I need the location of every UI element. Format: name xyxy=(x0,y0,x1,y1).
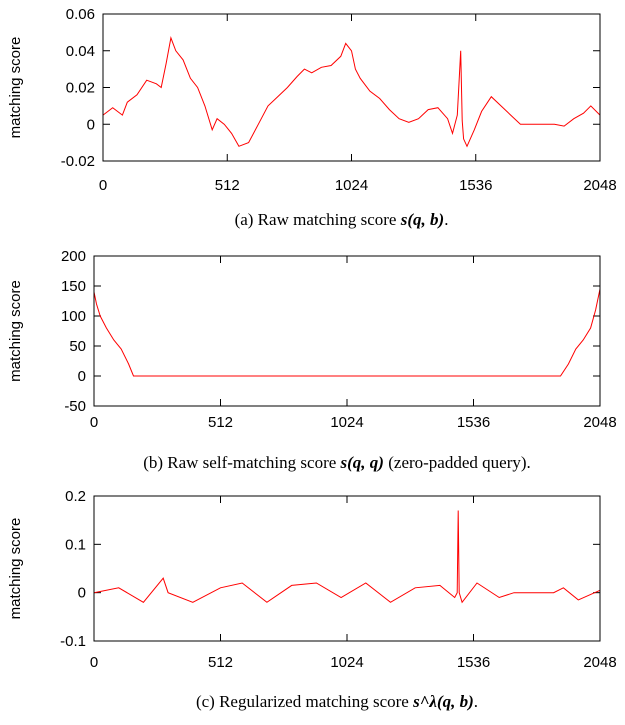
xtick-label: 1536 xyxy=(459,177,492,194)
ytick-label: 0.04 xyxy=(66,43,95,60)
ytick-label: -50 xyxy=(64,398,86,415)
xtick-label: 2048 xyxy=(583,414,616,431)
ytick-label: 0.1 xyxy=(65,536,86,553)
caption-suffix: (zero-padded query). xyxy=(384,453,531,472)
xtick-label: 1024 xyxy=(330,414,363,431)
ytick-label: 0 xyxy=(78,368,86,385)
ylabel: matching score xyxy=(7,37,24,139)
xtick-label: 1024 xyxy=(330,654,363,671)
ytick-label: 0.06 xyxy=(66,6,95,23)
caption-math: s^λ(q, b) xyxy=(412,692,474,711)
series-line xyxy=(93,510,601,604)
plot-frame xyxy=(102,13,601,162)
ytick-label: -0.1 xyxy=(60,633,86,650)
xtick-label: 1024 xyxy=(335,177,368,194)
ytick-label: -0.02 xyxy=(61,153,95,170)
plot-frame xyxy=(93,495,601,642)
xtick-label: 512 xyxy=(208,414,233,431)
caption-math: s(q, b) xyxy=(400,210,444,229)
ytick-label: 0 xyxy=(87,116,95,133)
ytick-label: 0 xyxy=(78,585,86,602)
xtick-label: 0 xyxy=(90,654,98,671)
xtick-label: 2048 xyxy=(583,654,616,671)
caption-prefix: (b) Raw self-matching score xyxy=(143,453,340,472)
ylabel: matching score xyxy=(7,280,24,382)
caption: (b) Raw self-matching score s(q, q) (zer… xyxy=(143,453,531,472)
ytick-label: 50 xyxy=(69,338,86,355)
caption: (c) Regularized matching score s^λ(q, b)… xyxy=(196,692,478,711)
caption-prefix: (a) Raw matching score xyxy=(235,210,401,229)
ytick-label: 200 xyxy=(61,248,86,265)
ytick-label: 0.2 xyxy=(65,488,86,505)
xtick-label: 512 xyxy=(208,654,233,671)
caption-math: s(q, q) xyxy=(340,453,384,472)
ytick-label: 100 xyxy=(61,308,86,325)
plot-frame xyxy=(93,255,601,407)
xtick-label: 0 xyxy=(90,414,98,431)
xtick-label: 1536 xyxy=(457,414,490,431)
caption-suffix: . xyxy=(444,210,448,229)
caption-suffix: . xyxy=(474,692,478,711)
series-line xyxy=(102,36,601,148)
xtick-label: 2048 xyxy=(583,177,616,194)
ylabel: matching score xyxy=(7,518,24,620)
ytick-label: 0.02 xyxy=(66,80,95,97)
ytick-label: 150 xyxy=(61,278,86,295)
xtick-label: 512 xyxy=(215,177,240,194)
xtick-label: 0 xyxy=(99,177,107,194)
series-line xyxy=(93,288,601,377)
caption-prefix: (c) Regularized matching score xyxy=(196,692,413,711)
xtick-label: 1536 xyxy=(457,654,490,671)
caption: (a) Raw matching score s(q, b). xyxy=(235,210,449,229)
